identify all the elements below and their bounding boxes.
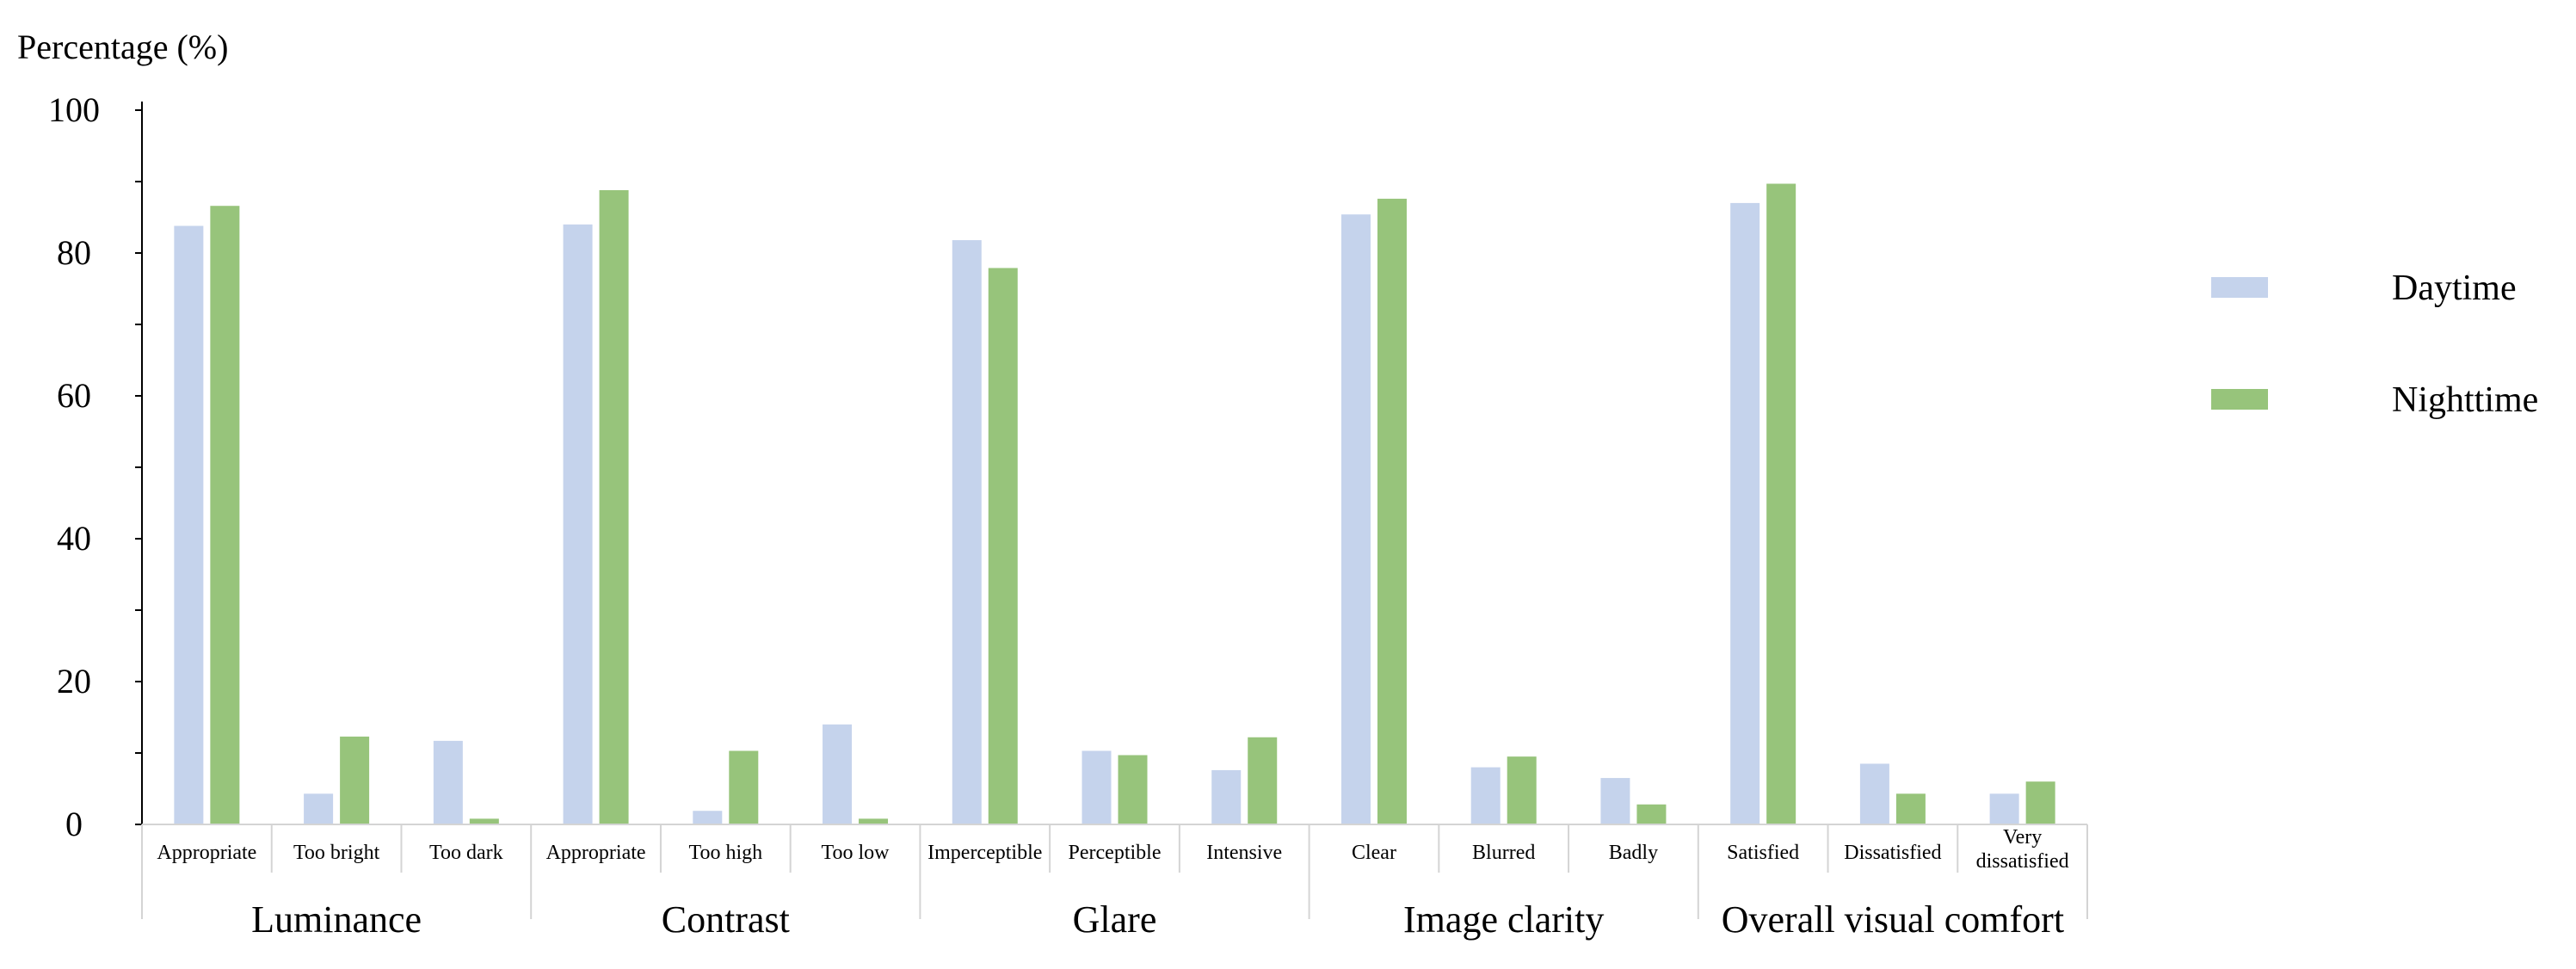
- bar-nighttime-13: [1895, 793, 1926, 824]
- bar-daytime-5: [823, 724, 853, 824]
- bar-nighttime-10: [1507, 756, 1537, 824]
- bar-daytime-0: [174, 225, 204, 825]
- category-label: Perceptible: [1069, 842, 1162, 864]
- group-label: Glare: [1073, 898, 1157, 941]
- category-label: Intensive: [1206, 842, 1282, 864]
- group-label: Luminance: [251, 898, 422, 941]
- y-tick-label: 40: [57, 519, 91, 558]
- category-label: Too bright: [293, 842, 380, 864]
- category-label: Appropriate: [546, 842, 646, 864]
- bar-nighttime-14: [2025, 781, 2055, 824]
- legend-label-daytime: Daytime: [2392, 268, 2517, 308]
- y-tick-label: 100: [48, 90, 100, 129]
- bar-daytime-2: [433, 740, 463, 824]
- y-tick-label: 20: [57, 662, 91, 701]
- group-label: Image clarity: [1403, 898, 1604, 941]
- category-label: Too high: [688, 842, 762, 864]
- bar-nighttime-5: [859, 818, 889, 824]
- bar-nighttime-4: [729, 750, 759, 824]
- group-label: Overall visual comfort: [1722, 898, 2064, 941]
- bar-daytime-3: [563, 224, 593, 824]
- category-label: Dissatisfied: [1844, 842, 1941, 864]
- bar-nighttime-6: [988, 268, 1018, 824]
- bar-nighttime-11: [1636, 804, 1667, 824]
- category-label: Appropriate: [157, 842, 256, 864]
- bar-daytime-4: [693, 811, 723, 824]
- legend: Daytime Nighttime: [2211, 268, 2538, 420]
- bar-nighttime-7: [1118, 755, 1148, 824]
- bar-nighttime-8: [1248, 737, 1278, 824]
- category-label: Satisfied: [1727, 842, 1799, 864]
- category-label: Badly: [1609, 842, 1658, 864]
- bar-nighttime-3: [599, 189, 629, 824]
- bars: [174, 183, 2055, 825]
- bar-daytime-7: [1082, 750, 1112, 824]
- bar-daytime-14: [1989, 793, 2019, 824]
- bar-nighttime-0: [210, 206, 240, 825]
- bar-nighttime-12: [1766, 183, 1796, 825]
- category-label: Clear: [1352, 842, 1396, 864]
- y-axis-label: Percentage (%): [17, 28, 228, 66]
- y-tick-label: 60: [57, 376, 91, 415]
- bar-nighttime-9: [1377, 198, 1407, 825]
- y-tick-label: 0: [65, 805, 83, 843]
- group-label: Contrast: [662, 898, 790, 941]
- bar-daytime-1: [304, 793, 334, 824]
- x-axis: Appropriate Too bright Too dark Luminance Ap…: [141, 824, 2088, 941]
- category-label: Very dissatisfied: [1976, 826, 2069, 873]
- bar-daytime-13: [1859, 763, 1889, 824]
- bar-daytime-12: [1730, 202, 1760, 824]
- legend-label-nighttime: Nighttime: [2392, 380, 2538, 420]
- bar-nighttime-2: [469, 818, 499, 824]
- category-label: Blurred: [1472, 842, 1535, 864]
- bar-daytime-9: [1340, 214, 1371, 824]
- y-tick-label: 80: [57, 233, 91, 272]
- bar-daytime-10: [1470, 767, 1501, 824]
- legend-swatch-daytime: [2211, 277, 2268, 298]
- bar-nighttime-1: [340, 736, 370, 824]
- y-axis: 0 20 40 60 80 100: [48, 90, 143, 843]
- legend-swatch-nighttime: [2211, 389, 2268, 410]
- category-label: Too dark: [429, 842, 503, 864]
- bar-daytime-11: [1600, 778, 1630, 824]
- category-label: Too low: [822, 842, 891, 864]
- category-label: Imperceptible: [927, 842, 1042, 864]
- bar-daytime-8: [1211, 769, 1242, 824]
- bar-daytime-6: [952, 240, 982, 824]
